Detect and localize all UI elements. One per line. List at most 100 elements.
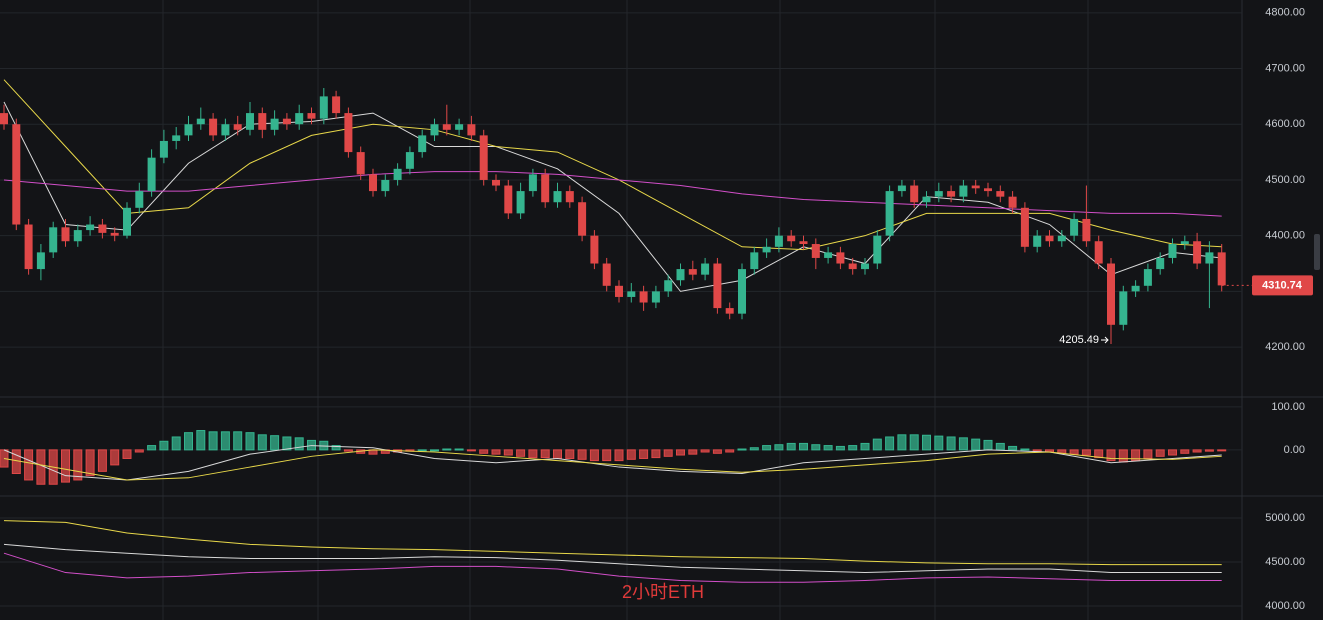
last-price-label: 4310.74 xyxy=(1262,279,1303,291)
candle-body xyxy=(86,224,95,231)
candle-body xyxy=(98,224,107,233)
macd-bar xyxy=(712,449,722,454)
candle-body xyxy=(282,118,291,125)
candle-body xyxy=(418,135,427,153)
y-tick-label: 4200.00 xyxy=(1265,341,1305,353)
candle-body xyxy=(172,135,181,141)
candle-body xyxy=(24,224,33,270)
candle-body xyxy=(971,185,980,189)
macd-bar xyxy=(577,449,587,460)
candle-body xyxy=(910,185,919,203)
candle-body xyxy=(135,191,144,208)
macd-bar xyxy=(823,445,833,451)
macd-bar xyxy=(343,449,353,452)
macd-bar xyxy=(110,449,120,466)
macd-bar xyxy=(430,449,439,452)
candle-body xyxy=(1119,291,1128,325)
candle-body xyxy=(1205,252,1214,264)
candle-body xyxy=(455,124,464,130)
candle-body xyxy=(110,232,119,236)
candle-body xyxy=(934,191,943,197)
y-tick-label: 4400.00 xyxy=(1265,230,1305,242)
candle-body xyxy=(369,174,377,192)
macd-bar xyxy=(1106,449,1116,462)
indicator-line xyxy=(3,552,1222,583)
macd-bar xyxy=(1032,449,1042,452)
macd-bar xyxy=(61,449,70,483)
candle-body xyxy=(541,174,550,203)
candle-body xyxy=(1070,218,1079,236)
candle-body xyxy=(344,113,353,153)
macd-bar xyxy=(73,449,83,481)
candle-body xyxy=(688,269,697,275)
macd-bar xyxy=(651,449,661,459)
candle-body xyxy=(1033,235,1042,247)
candle-body xyxy=(356,152,365,175)
indicator-line xyxy=(3,543,1222,574)
candle-body xyxy=(553,191,562,203)
macd-bar xyxy=(442,448,452,451)
macd-bar xyxy=(614,449,624,462)
macd-bar xyxy=(897,434,907,451)
macd-bar xyxy=(122,449,132,459)
macd-bar xyxy=(835,445,845,451)
candle-body xyxy=(1193,241,1202,264)
macd-bar xyxy=(220,431,230,451)
last-price-tag xyxy=(1252,275,1313,296)
candle-body xyxy=(209,118,218,136)
macd-bar xyxy=(983,439,993,451)
macd-bar xyxy=(860,442,870,451)
candle-body xyxy=(922,196,931,203)
macd-bar xyxy=(466,449,476,452)
macd-bar xyxy=(885,436,895,451)
candle-body xyxy=(258,113,267,130)
candle-body xyxy=(1168,244,1177,258)
candle-body xyxy=(565,191,574,203)
candle-body xyxy=(664,280,673,292)
candle-body xyxy=(578,202,587,236)
macd-bar xyxy=(971,438,981,451)
candle-body xyxy=(1057,235,1066,242)
candle-body xyxy=(1020,207,1029,247)
indicator-line xyxy=(3,445,1222,481)
macd-bar xyxy=(774,444,784,451)
macd-bar xyxy=(688,449,698,455)
candle-body xyxy=(36,252,45,270)
macd-bar xyxy=(270,435,280,451)
candle-body xyxy=(49,227,58,253)
candle-body xyxy=(405,152,414,169)
candle-body xyxy=(430,124,439,136)
macd-bar xyxy=(417,449,427,452)
candle-body xyxy=(1217,252,1226,286)
candle-body xyxy=(221,124,230,136)
candle-body xyxy=(799,241,808,245)
macd-bar xyxy=(1180,449,1190,454)
candle-body xyxy=(246,113,254,130)
macd-bar xyxy=(626,449,636,460)
macd-bar xyxy=(1020,448,1030,451)
candle-body xyxy=(959,185,968,197)
macd-bar xyxy=(786,442,796,451)
macd-bar xyxy=(922,434,931,451)
candle-body xyxy=(479,135,488,180)
macd-bar xyxy=(1217,449,1227,452)
scrollbar[interactable] xyxy=(1314,234,1320,270)
candle-body xyxy=(0,113,8,125)
candle-body xyxy=(393,168,402,180)
candle-body xyxy=(1045,235,1054,242)
macd-bar xyxy=(749,447,759,451)
macd-bar xyxy=(1204,449,1214,452)
macd-bar xyxy=(233,431,243,451)
macd-bar xyxy=(208,431,218,451)
macd-bar xyxy=(184,432,193,451)
candle-body xyxy=(984,188,992,192)
macd-bar xyxy=(540,449,550,459)
candle-body xyxy=(516,191,525,214)
macd-bar xyxy=(958,437,968,451)
candle-body xyxy=(897,185,906,192)
candle-body xyxy=(861,263,869,270)
indicator-line xyxy=(3,520,1222,566)
candle-body xyxy=(996,191,1005,197)
candle-body xyxy=(233,124,242,130)
